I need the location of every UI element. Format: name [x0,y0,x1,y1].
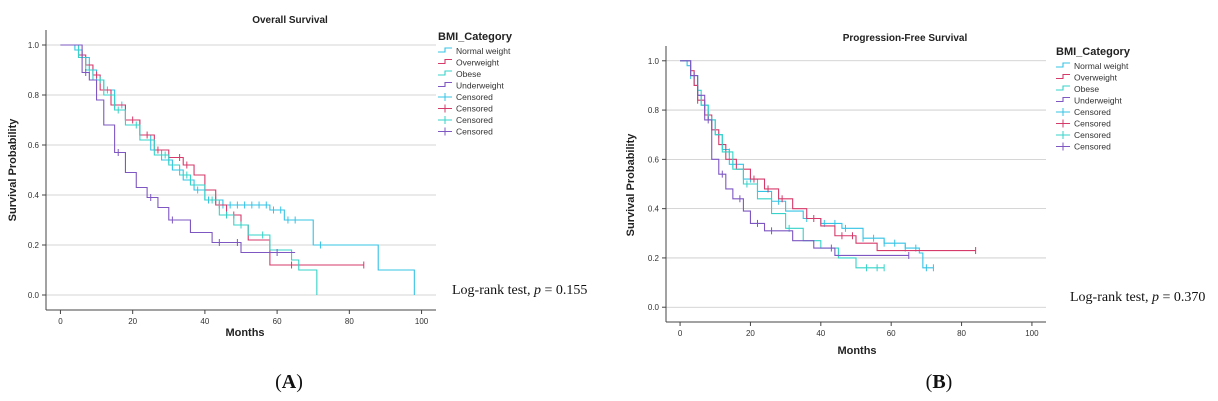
x-axis-label: Months [225,327,264,339]
legend-item-label: Underweight [1074,96,1122,106]
legend-item-label: Overweight [456,58,500,68]
legend-item-label: Censored [456,92,493,102]
legend-swatch-normal-weight [438,47,452,53]
grid [46,44,436,296]
x-axis-label: Months [837,345,876,357]
panel-b: Progression-Free Survival 0 20 40 60 80 100 0.… [608,0,1218,401]
legend-title: BMI_Category [438,31,513,43]
y-tick-label: 0.2 [28,241,40,250]
legend-item-label: Obese [1074,84,1099,94]
panel-label: (A) [275,371,303,393]
y-axis-label: Survival Probability [625,133,637,237]
series-line-obese [60,44,318,295]
x-tick-label: 20 [746,329,755,338]
legend-title: BMI_Category [1056,46,1131,58]
series-line-normal-weight [680,60,934,269]
grid [666,60,1046,308]
legend-item-label: Normal weight [456,46,511,56]
x-tick-label: 0 [678,329,683,338]
chart-title: Progression-Free Survival [843,33,968,44]
y-tick-label: 1.0 [28,41,40,50]
legend-item-label: Censored [456,104,493,114]
chart-title: Overall Survival [252,15,328,26]
legend: BMI_Category Normal weight OverweightObese… [438,31,513,137]
y-tick-label: 1.0 [648,57,660,66]
legend-item-label: Censored [1074,142,1111,152]
legend-item-label: Obese [456,69,481,79]
y-tick-label: 0.8 [648,106,660,115]
legend-swatch-overweight [1056,73,1070,80]
series-line-overweight [680,60,976,252]
x-tick-label: 60 [887,329,896,338]
y-tick-label: 0.6 [28,141,40,150]
legend-item-label: Overweight [1074,73,1118,83]
series-layer [680,60,977,272]
legend-swatch-underweight [1056,96,1070,103]
x-tick-label: 40 [816,329,825,338]
legend-item-label: Normal weight [1074,61,1129,71]
y-tick-label: 0.4 [648,205,660,214]
y-axis-label: Survival Probability [7,118,19,222]
chart-b-svg: Progression-Free Survival 0 20 40 60 80 100 0.… [625,33,1205,393]
axes: 0 20 40 60 80 100 0.0 0.2 0.4 0.6 0.8 1.0 [648,46,1046,338]
x-tick-label: 80 [345,317,354,326]
x-tick-label: 100 [415,317,429,326]
x-tick-label: 60 [273,317,282,326]
legend-swatch-obese [1056,85,1070,91]
legend: BMI_Category Normal weight OverweightObese… [1056,46,1131,152]
panel-a: Overall Survival 0 20 40 60 80 100 0.0 0.2 0.4 0.… [0,0,608,401]
legend-item-label: Censored [1074,130,1111,140]
series-line-underweight [60,44,296,254]
y-tick-label: 0.4 [28,191,40,200]
series-layer [60,44,415,295]
legend-item-label: Censored [1074,107,1111,117]
legend-swatch-obese [438,70,452,76]
y-tick-label: 0.6 [648,155,660,164]
x-tick-label: 0 [58,317,63,326]
legend-swatch-overweight [438,58,452,65]
y-tick-label: 0.8 [28,91,40,100]
x-tick-label: 40 [200,317,209,326]
x-tick-label: 100 [1025,329,1039,338]
series-line-underweight [680,60,909,257]
log-rank-annotation: Log-rank test, p = 0.370 [1070,290,1205,305]
x-tick-label: 20 [128,317,137,326]
legend-item-label: Censored [456,127,493,137]
legend-swatch-underweight [438,81,452,88]
axes: 0 20 40 60 80 100 0.0 0.2 0.4 0.6 0.8 1.0 [28,30,436,326]
panel-label: (B) [926,371,953,393]
x-tick-label: 80 [957,329,966,338]
chart-a-svg: Overall Survival 0 20 40 60 80 100 0.0 0.2 0.4 0.… [7,15,587,393]
series-line-obese [680,60,885,269]
legend-item-label: Underweight [456,81,504,91]
legend-item-label: Censored [1074,119,1111,129]
y-tick-label: 0.2 [648,254,660,263]
y-tick-label: 0.0 [28,291,40,300]
log-rank-annotation: Log-rank test, p = 0.155 [452,283,587,298]
y-tick-label: 0.0 [648,303,660,312]
legend-swatch-normal-weight [1056,62,1070,68]
legend-item-label: Censored [456,115,493,125]
series-line-normal-weight [60,44,415,295]
